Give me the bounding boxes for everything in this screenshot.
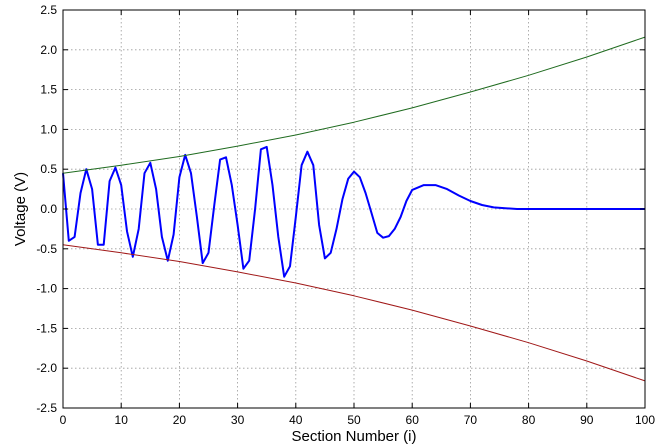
- x-tick-label: 20: [173, 413, 187, 427]
- x-tick-label: 10: [115, 413, 129, 427]
- y-tick-label: -0.5: [36, 242, 57, 256]
- upper-envelope-line: [62, 36, 646, 174]
- x-tick-labels: 0 10 20 30 40 50 60 70 80 90 100: [60, 413, 656, 427]
- y-tick-label: 0.5: [40, 162, 57, 176]
- x-tick-label: 70: [464, 413, 478, 427]
- x-tick-label: 30: [231, 413, 245, 427]
- series-lines: [62, 36, 646, 382]
- tick-marks: [62, 9, 646, 409]
- y-axis-title: Voltage (V): [12, 172, 29, 246]
- y-tick-label: 2.0: [40, 43, 57, 57]
- voltage-wave-line: [62, 145, 645, 278]
- y-tick-label: 1.0: [40, 122, 57, 136]
- y-tick-label: -2.5: [36, 401, 57, 415]
- x-tick-label: 0: [60, 413, 67, 427]
- y-tick-label: 2.5: [40, 3, 57, 17]
- x-tick-label: 40: [289, 413, 303, 427]
- y-tick-labels: -2.5 -2.0 -1.5 -1.0 -0.5 0.0 0.5 1.0 1.5 2.0 2.5: [36, 3, 57, 415]
- x-tick-label: 60: [406, 413, 420, 427]
- y-tick-label: 0.0: [40, 202, 57, 216]
- x-tick-label: 90: [580, 413, 594, 427]
- lower-envelope-line: [62, 244, 646, 382]
- x-axis-title: Section Number (i): [291, 428, 416, 445]
- y-tick-label: 1.5: [40, 83, 57, 97]
- y-tick-label: -1.5: [36, 321, 57, 335]
- x-tick-label: 50: [347, 413, 361, 427]
- x-tick-label: 100: [635, 413, 655, 427]
- y-tick-label: -2.0: [36, 361, 57, 375]
- y-tick-label: -1.0: [36, 282, 57, 296]
- x-tick-label: 80: [522, 413, 536, 427]
